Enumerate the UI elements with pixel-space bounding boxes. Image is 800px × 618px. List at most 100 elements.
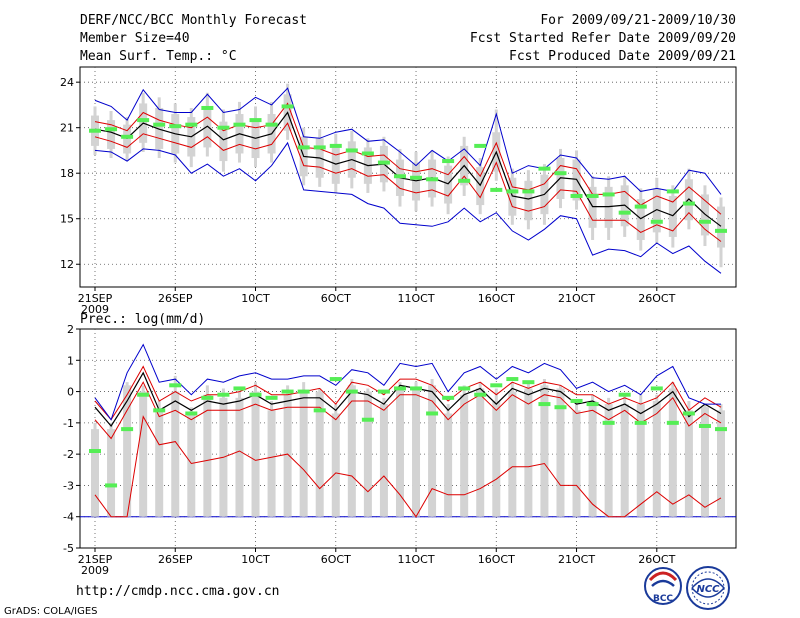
series-inner-upper — [94, 102, 722, 215]
median-marker — [426, 177, 439, 182]
median-marker — [121, 427, 134, 432]
box — [412, 162, 421, 201]
x-tick-label: 26OCT — [638, 292, 675, 305]
box — [572, 410, 581, 517]
median-marker — [361, 417, 374, 422]
median-marker — [281, 389, 294, 394]
median-marker — [426, 411, 439, 416]
y-tick-label: 0 — [67, 386, 74, 399]
box — [171, 391, 180, 517]
y-tick-label: -2 — [63, 448, 74, 461]
y-tick-label: -1 — [63, 417, 74, 430]
box — [524, 388, 533, 517]
series-extreme-lower — [94, 415, 722, 518]
x-tick-label: 21OCT — [558, 553, 595, 566]
median-marker — [698, 219, 711, 224]
y-tick-label: -3 — [63, 479, 74, 492]
median-marker — [442, 159, 455, 164]
median-marker — [313, 145, 326, 150]
box — [620, 404, 629, 517]
median-marker — [634, 204, 647, 209]
plot-frame — [79, 328, 737, 549]
box — [636, 199, 645, 240]
plot-frame — [79, 66, 737, 288]
box — [604, 186, 613, 228]
median-marker — [650, 219, 663, 224]
header-member-size: Member Size=40 — [80, 31, 190, 46]
median-marker — [634, 420, 647, 425]
footer-url[interactable]: http://cmdp.ncc.cma.gov.cn — [76, 584, 280, 599]
median-marker — [121, 134, 134, 139]
median-marker — [233, 386, 246, 391]
x-tick-label: 26OCT — [638, 553, 675, 566]
median-marker — [666, 420, 679, 425]
y-tick-label: 12 — [60, 258, 74, 271]
median-marker — [506, 189, 519, 194]
median-marker — [153, 408, 166, 413]
median-marker — [554, 171, 567, 176]
box — [107, 429, 116, 517]
box — [668, 195, 677, 237]
median-marker — [105, 483, 118, 488]
median-marker — [137, 392, 150, 397]
median-marker — [618, 210, 631, 215]
median-marker — [217, 392, 230, 397]
median-marker — [185, 411, 198, 416]
median-marker — [586, 193, 599, 198]
box — [251, 391, 260, 517]
median-marker — [393, 386, 406, 391]
median-marker — [329, 143, 342, 148]
box — [524, 180, 533, 221]
median-marker — [361, 151, 374, 156]
median-marker — [153, 122, 166, 127]
series-outer-upper — [94, 87, 722, 195]
header-variable: Mean Surf. Temp.: °C — [80, 49, 237, 64]
median-marker — [458, 178, 471, 183]
x-tick-label: 21OCT — [558, 292, 595, 305]
median-marker — [698, 423, 711, 428]
median-marker — [490, 383, 503, 388]
median-marker — [666, 189, 679, 194]
median-marker — [586, 402, 599, 407]
box — [444, 413, 453, 517]
median-marker — [377, 389, 390, 394]
median-marker — [185, 122, 198, 127]
median-marker — [554, 405, 567, 410]
box — [283, 394, 292, 517]
footer-credit: GrADS: COLA/IGES — [4, 606, 98, 617]
median-marker — [249, 118, 262, 123]
y-tick-label: 21 — [60, 122, 74, 135]
x-tick-label: 26SEP — [158, 553, 193, 566]
box — [492, 400, 501, 517]
x-tick-label: 11OCT — [397, 292, 434, 305]
x-tick-label: 6OCT — [321, 292, 351, 305]
median-marker — [682, 201, 695, 206]
median-marker — [201, 105, 214, 110]
box — [444, 165, 453, 204]
median-marker — [105, 127, 118, 132]
x-tick-label: 16OCT — [478, 292, 515, 305]
x-tick-label: 10CT — [241, 553, 270, 566]
ncc-logo: NCC — [686, 566, 730, 610]
box — [428, 385, 437, 517]
series-outer-upper — [94, 343, 721, 421]
median-marker — [217, 125, 230, 130]
median-marker — [345, 389, 358, 394]
median-marker — [297, 145, 310, 150]
median-marker — [137, 118, 150, 123]
header-started-date: Fcst Started Refer Date 2009/09/20 — [470, 31, 736, 46]
box — [588, 400, 597, 517]
median-marker — [281, 104, 294, 109]
precipitation-panel: -5 -4 -3 -2 -1 0 1 2 21SEP 26SEP 10CT 6OCT 11OCT 16OC… — [63, 323, 737, 577]
series-inner-lower — [94, 122, 722, 242]
box — [540, 385, 549, 517]
median-marker — [345, 148, 358, 153]
median-marker — [522, 380, 535, 385]
median-marker — [570, 398, 583, 403]
median-marker — [89, 128, 101, 133]
box — [717, 206, 725, 248]
box — [267, 410, 276, 517]
x-tick-label: 21SEP — [78, 292, 113, 305]
series-mean — [94, 371, 722, 428]
